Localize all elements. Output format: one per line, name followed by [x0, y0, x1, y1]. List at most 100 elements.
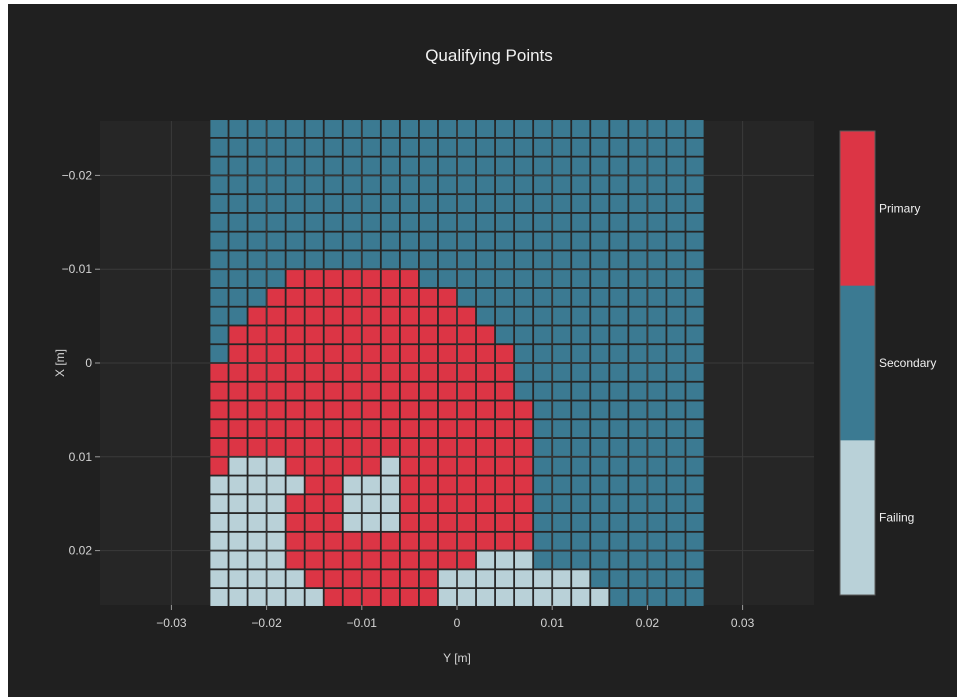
heatmap-cell: [629, 382, 647, 400]
heatmap-cell: [667, 532, 685, 550]
heatmap-cell: [210, 438, 228, 456]
heatmap-cell: [457, 438, 476, 456]
heatmap-cell: [648, 570, 666, 588]
heatmap-cell: [343, 363, 361, 381]
heatmap-cell: [667, 401, 685, 419]
heatmap-cell: [515, 589, 533, 606]
heatmap-cell: [629, 457, 647, 475]
heatmap-cell: [419, 120, 438, 137]
heatmap-cell: [667, 288, 685, 306]
heatmap-cell: [591, 457, 609, 475]
heatmap-cell: [572, 513, 590, 531]
heatmap-cell: [267, 457, 285, 475]
heatmap-cell: [210, 382, 228, 400]
heatmap-cell: [667, 176, 685, 194]
heatmap-cell: [248, 401, 266, 419]
heatmap-cell: [591, 138, 609, 156]
heatmap-cell: [248, 457, 266, 475]
heatmap-cell: [515, 551, 533, 569]
heatmap-cell: [343, 495, 361, 513]
heatmap-cell: [515, 457, 533, 475]
heatmap-cell: [553, 532, 571, 550]
heatmap-cell: [648, 589, 666, 606]
heatmap-cell: [686, 551, 704, 569]
heatmap-cell: [286, 420, 304, 438]
heatmap-cell: [686, 532, 704, 550]
heatmap-cell: [381, 438, 399, 456]
heatmap-cell: [553, 307, 571, 325]
heatmap-cell: [324, 345, 342, 363]
heatmap-cell: [343, 326, 361, 344]
heatmap-cell: [324, 232, 342, 250]
heatmap-cell: [648, 382, 666, 400]
heatmap-cell: [476, 345, 495, 363]
heatmap-cell: [495, 570, 514, 588]
heatmap-cell: [248, 513, 266, 531]
heatmap-cell: [210, 195, 228, 213]
heatmap-cell: [438, 438, 457, 456]
heatmap-cell: [381, 307, 399, 325]
heatmap-cell: [591, 589, 609, 606]
heatmap-cell: [305, 120, 323, 137]
heatmap-cell: [343, 345, 361, 363]
heatmap-cell: [381, 401, 399, 419]
heatmap-cell: [591, 345, 609, 363]
heatmap-cell: [324, 326, 342, 344]
heatmap-cell: [629, 363, 647, 381]
heatmap-cell: [495, 157, 514, 175]
heatmap-cell: [610, 232, 628, 250]
heatmap-cell: [610, 251, 628, 269]
colorbar: Primary Secondary Failing: [839, 130, 936, 596]
heatmap-cell: [495, 401, 514, 419]
x-axis-ticks: −0.03 −0.02 −0.01 0 0.01 0.02 0.03: [156, 605, 755, 630]
heatmap-cell: [686, 438, 704, 456]
x-axis-title: Y [m]: [443, 651, 471, 665]
grid-lines: [100, 121, 814, 605]
heatmap-cell: [610, 195, 628, 213]
heatmap-cell: [610, 438, 628, 456]
heatmap-cell: [495, 551, 514, 569]
heatmap-cell: [591, 532, 609, 550]
heatmap-cell: [591, 570, 609, 588]
heatmap-cell: [419, 457, 438, 475]
heatmap-cell: [667, 570, 685, 588]
heatmap-cell: [610, 570, 628, 588]
heatmap-cell: [267, 232, 285, 250]
heatmap-cell: [305, 513, 323, 531]
heatmap-cell: [324, 382, 342, 400]
heatmap-cell: [476, 307, 495, 325]
heatmap-cell: [629, 570, 647, 588]
heatmap-cell: [515, 288, 533, 306]
heatmap-cell: [686, 570, 704, 588]
heatmap-cell: [591, 513, 609, 531]
heatmap-cell: [305, 457, 323, 475]
heatmap-cell: [610, 326, 628, 344]
heatmap-cell: [362, 532, 380, 550]
heatmap-cell: [515, 382, 533, 400]
heatmap-cell: [229, 589, 247, 606]
x-tick-label: 0.01: [541, 616, 565, 630]
heatmap-cell: [553, 195, 571, 213]
heatmap-cell: [324, 551, 342, 569]
heatmap-cell: [305, 157, 323, 175]
heatmap-cell: [400, 120, 419, 137]
heatmap-cell: [305, 345, 323, 363]
heatmap-cell: [229, 532, 247, 550]
heatmap-cell: [648, 513, 666, 531]
heatmap-cell: [686, 513, 704, 531]
heatmap-cell: [515, 420, 533, 438]
heatmap-cell: [267, 401, 285, 419]
heatmap-cell: [248, 476, 266, 494]
heatmap-cell: [591, 438, 609, 456]
heatmap-cell: [610, 532, 628, 550]
heatmap-cell: [686, 589, 704, 606]
heatmap-cell: [248, 232, 266, 250]
heatmap-cell: [381, 363, 399, 381]
heatmap-cell: [457, 513, 476, 531]
heatmap-cell: [610, 457, 628, 475]
heatmap-cell: [267, 213, 285, 231]
heatmap-cell: [534, 438, 552, 456]
heatmap-cell: [515, 345, 533, 363]
heatmap-cell: [419, 401, 438, 419]
heatmap-cell: [686, 476, 704, 494]
